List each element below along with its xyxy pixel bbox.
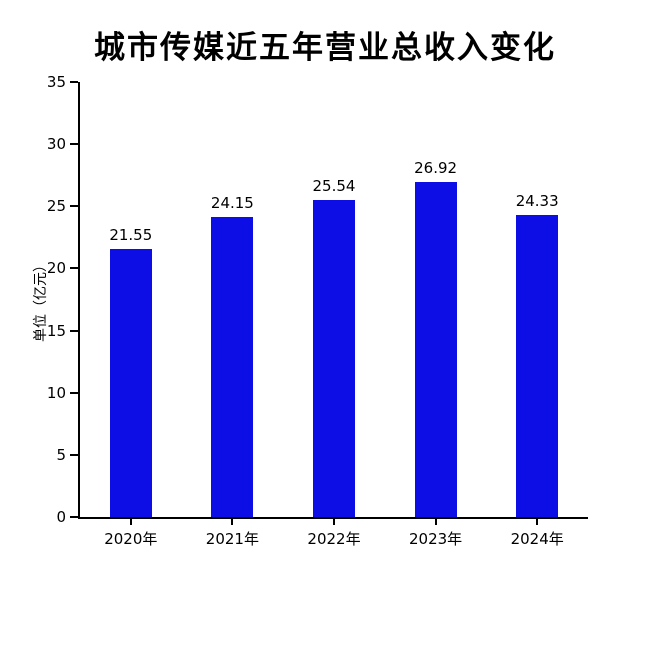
y-tick-label: 35 bbox=[46, 73, 66, 91]
y-tick-mark bbox=[70, 329, 78, 332]
bar-value-label: 26.92 bbox=[414, 159, 458, 178]
y-tick-label: 20 bbox=[46, 259, 66, 278]
bar bbox=[109, 249, 152, 517]
x-tick-mark bbox=[231, 519, 234, 525]
y-tick-mark bbox=[70, 205, 78, 208]
bar-value-label: 21.55 bbox=[109, 226, 153, 245]
bar bbox=[414, 182, 457, 517]
y-tick-label: 15 bbox=[46, 321, 66, 340]
x-tick-label: 2021年 bbox=[205, 530, 259, 548]
x-tick-label: 2022年 bbox=[307, 530, 361, 548]
bar-value-label: 24.33 bbox=[515, 191, 559, 210]
chart-title: 城市传媒近五年营业总收入变化 bbox=[94, 30, 556, 66]
x-tick-mark bbox=[129, 519, 132, 525]
x-tick-mark bbox=[333, 519, 335, 525]
y-tick-mark bbox=[70, 143, 78, 146]
bar bbox=[313, 199, 355, 517]
bar-value-label: 25.54 bbox=[312, 176, 356, 195]
x-tick-mark bbox=[434, 519, 437, 525]
y-tick-label: 30 bbox=[46, 135, 66, 154]
y-tick-mark bbox=[70, 267, 78, 270]
x-tick-label: 2020年 bbox=[104, 530, 158, 548]
bar bbox=[516, 214, 559, 517]
x-tick-mark bbox=[536, 519, 539, 525]
y-tick-label: 10 bbox=[46, 383, 66, 402]
y-axis-line bbox=[78, 82, 80, 519]
y-tick-mark bbox=[70, 391, 78, 394]
bar bbox=[211, 216, 254, 517]
y-tick-mark bbox=[70, 81, 78, 83]
x-tick-label: 2024年 bbox=[510, 530, 564, 548]
y-tick-label: 25 bbox=[46, 197, 66, 216]
y-tick-mark bbox=[70, 453, 78, 456]
y-tick-label: 0 bbox=[56, 508, 66, 526]
y-tick-label: 5 bbox=[56, 445, 66, 464]
x-tick-label: 2023年 bbox=[409, 530, 463, 548]
y-tick-mark bbox=[70, 516, 78, 518]
x-axis-line bbox=[78, 517, 588, 519]
bar-value-label: 24.15 bbox=[210, 193, 254, 212]
